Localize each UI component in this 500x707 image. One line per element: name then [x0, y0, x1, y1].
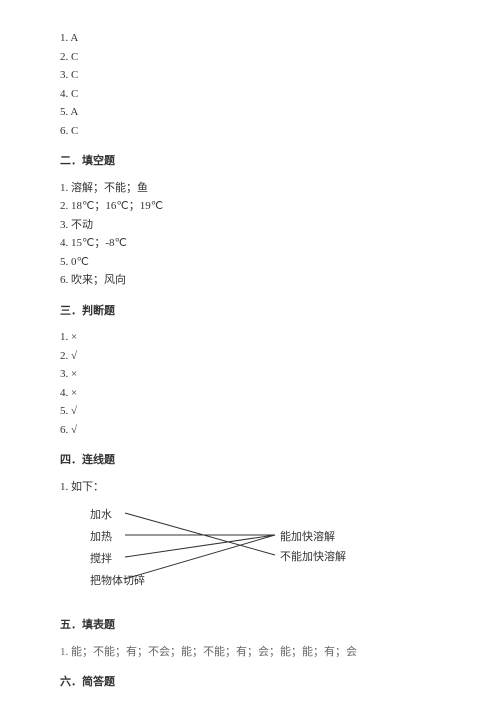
judge-item: 1. ×	[60, 329, 440, 346]
judge-item: 6. √	[60, 422, 440, 439]
section-5-title: 五．填表题	[60, 617, 440, 634]
table-item: 1. 能；不能；有；不会；能；不能；有；会；能；能；有；会	[60, 644, 440, 661]
fill-item: 2. 18℃；16℃；19℃	[60, 198, 440, 215]
fill-item: 5. 0℃	[60, 254, 440, 271]
answer-item: 3. C	[60, 67, 440, 84]
section-1-answers: 1. A 2. C 3. C 4. C 5. A 6. C	[60, 30, 440, 139]
section-5-answers: 1. 能；不能；有；不会；能；不能；有；会；能；能；有；会	[60, 644, 440, 661]
left-option: 搅拌	[90, 551, 112, 568]
right-option: 能加快溶解	[280, 529, 335, 546]
left-option: 把物体切碎	[90, 573, 145, 590]
section-2-title: 二．填空题	[60, 153, 440, 170]
section-2-answers: 1. 溶解；不能；鱼 2. 18℃；16℃；19℃ 3. 不动 4. 15℃；-…	[60, 180, 440, 289]
answer-item: 4. C	[60, 86, 440, 103]
answer-item: 1. A	[60, 30, 440, 47]
section-4-title: 四．连线题	[60, 452, 440, 469]
judge-item: 3. ×	[60, 366, 440, 383]
judge-item: 4. ×	[60, 385, 440, 402]
judge-item: 2. √	[60, 348, 440, 365]
matching-diagram: 加水 加热 搅拌 把物体切碎 能加快溶解 不能加快溶解	[70, 503, 410, 603]
fill-item: 3. 不动	[60, 217, 440, 234]
judge-item: 5. √	[60, 403, 440, 420]
section-3-answers: 1. × 2. √ 3. × 4. × 5. √ 6. √	[60, 329, 440, 438]
left-option: 加热	[90, 529, 112, 546]
right-option: 不能加快溶解	[280, 549, 346, 566]
section-6-title: 六．简答题	[60, 674, 440, 691]
fill-item: 4. 15℃；-8℃	[60, 235, 440, 252]
fill-item: 6. 吹来；风向	[60, 272, 440, 289]
section-4-intro: 1. 如下：	[60, 479, 440, 496]
section-3-title: 三．判断题	[60, 303, 440, 320]
fill-item: 1. 溶解；不能；鱼	[60, 180, 440, 197]
answer-item: 2. C	[60, 49, 440, 66]
answer-item: 5. A	[60, 104, 440, 121]
answer-item: 6. C	[60, 123, 440, 140]
left-option: 加水	[90, 507, 112, 524]
